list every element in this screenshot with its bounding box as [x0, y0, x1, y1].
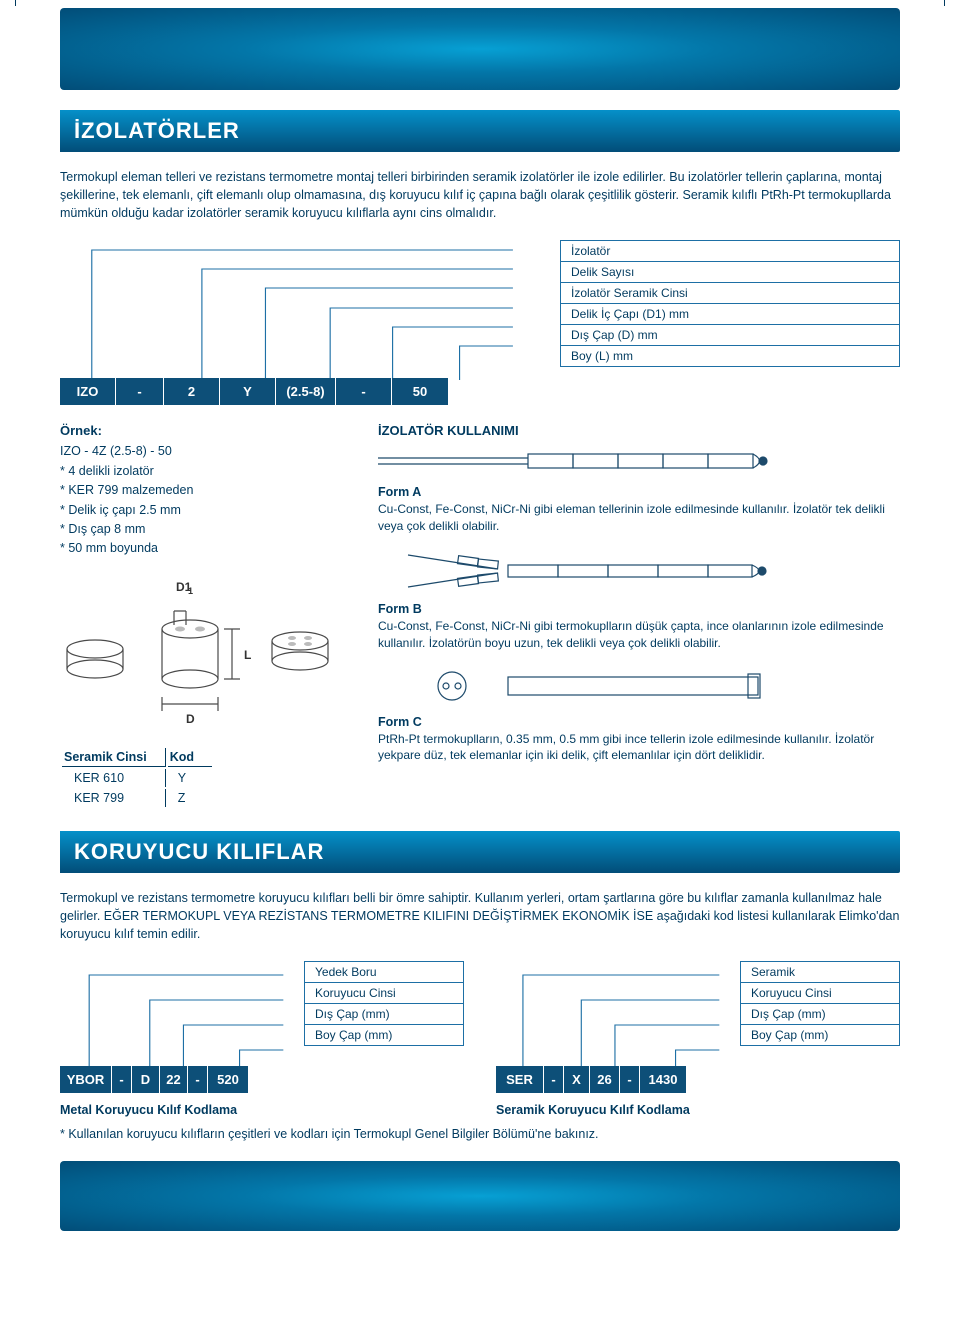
code-cell: -: [336, 378, 392, 405]
code-cell: -: [116, 378, 164, 405]
form-c-svg: [378, 668, 778, 704]
code-cell: -: [188, 1066, 208, 1093]
form-c-desc: PtRh-Pt termokuplların, 0.35 mm, 0.5 mm …: [378, 731, 900, 765]
form-a-svg: [378, 448, 778, 474]
legend-row: Koruyucu Cinsi: [305, 983, 463, 1004]
table-row: KER 610Y: [62, 769, 212, 787]
seramik-col-kod: Kod: [168, 748, 212, 767]
seramik-col-cinsi: Seramik Cinsi: [62, 748, 166, 767]
form-b-svg: [378, 551, 778, 591]
code-cell: X: [564, 1066, 590, 1093]
bottom-banner: [60, 1161, 900, 1231]
top-banner: [60, 8, 900, 90]
legend-row: Boy Çap (mm): [305, 1025, 463, 1045]
svg-text:L: L: [244, 648, 251, 662]
form-b-title: Form B: [378, 602, 900, 616]
ornek-line: * 50 mm boyunda: [60, 539, 350, 558]
code-cell: -: [620, 1066, 640, 1093]
koruyucu-intro: Termokupl ve rezistans termometre koruyu…: [60, 889, 900, 943]
seramik-legend-table: SeramikKoruyucu CinsiDış Çap (mm)Boy Çap…: [740, 961, 900, 1046]
table-cell: KER 799: [62, 789, 166, 807]
code-cell: IZO: [60, 378, 116, 405]
footnote: * Kullanılan koruyucu kılıfların çeşitle…: [60, 1127, 900, 1141]
izolatorler-intro: Termokupl eleman telleri ve rezistans te…: [60, 168, 900, 222]
table-cell: KER 610: [62, 769, 166, 787]
table-cell: Z: [168, 789, 212, 807]
ornek-line: * KER 799 malzemeden: [60, 481, 350, 500]
ornek-line: * Delik iç çapı 2.5 mm: [60, 501, 350, 520]
ornek-line: * Dış çap 8 mm: [60, 520, 350, 539]
ornek-line: * 4 delikli izolatör: [60, 462, 350, 481]
izo-legend-table: İzolatörDelik Sayısıİzolatör Seramik Cin…: [560, 240, 900, 367]
metal-code-structure: Yedek BoruKoruyucu CinsiDış Çap (mm)Boy …: [60, 961, 464, 1111]
section-header-izolatorler: İZOLATÖRLER: [60, 110, 900, 152]
form-c-title: Form C: [378, 715, 900, 729]
seramik-code-structure: SeramikKoruyucu CinsiDış Çap (mm)Boy Çap…: [496, 961, 900, 1111]
code-cell: 1430: [640, 1066, 686, 1093]
legend-row: Yedek Boru: [305, 962, 463, 983]
code-cell: 2: [164, 378, 220, 405]
code-cell: Y: [220, 378, 276, 405]
svg-text:D: D: [186, 712, 195, 726]
legend-row: Delik İç Çapı (D1) mm: [561, 304, 899, 325]
izo-code-row: IZO-2Y(2.5-8)-50: [60, 378, 448, 405]
metal-legend-table: Yedek BoruKoruyucu CinsiDış Çap (mm)Boy …: [304, 961, 464, 1046]
legend-row: İzolatör: [561, 241, 899, 262]
code-cell: 22: [160, 1066, 188, 1093]
code-cell: 26: [590, 1066, 620, 1093]
code-cell: -: [544, 1066, 564, 1093]
legend-row: Dış Çap (mm): [741, 1004, 899, 1025]
form-b-desc: Cu-Const, Fe-Const, NiCr-Ni gibi termoku…: [378, 618, 900, 652]
ornek-code: IZO - 4Z (2.5-8) - 50: [60, 442, 350, 461]
table-row: KER 799Z: [62, 789, 212, 807]
legend-row: Delik Sayısı: [561, 262, 899, 283]
seramik-subtitle: Seramik Koruyucu Kılıf Kodlama: [496, 1103, 690, 1117]
code-cell: D: [132, 1066, 160, 1093]
code-cell: -: [112, 1066, 132, 1093]
metal-subtitle: Metal Koruyucu Kılıf Kodlama: [60, 1103, 237, 1117]
legend-row: Dış Çap (D) mm: [561, 325, 899, 346]
legend-row: Boy (L) mm: [561, 346, 899, 366]
table-cell: Y: [168, 769, 212, 787]
form-a-desc: Cu-Const, Fe-Const, NiCr-Ni gibi eleman …: [378, 501, 900, 535]
legend-row: Dış Çap (mm): [305, 1004, 463, 1025]
legend-row: Koruyucu Cinsi: [741, 983, 899, 1004]
code-cell: YBOR: [60, 1066, 112, 1093]
metal-code-row: YBOR-D22-520: [60, 1066, 248, 1093]
legend-row: Boy Çap (mm): [741, 1025, 899, 1045]
code-cell: (2.5-8): [276, 378, 336, 405]
code-cell: 520: [208, 1066, 248, 1093]
code-cell: SER: [496, 1066, 544, 1093]
code-cell: 50: [392, 378, 448, 405]
section-header-koruyucu: KORUYUCU KILIFLAR: [60, 831, 900, 873]
seramik-code-row: SER-X26-1430: [496, 1066, 686, 1093]
form-a-title: Form A: [378, 485, 900, 499]
legend-row: İzolatör Seramik Cinsi: [561, 283, 899, 304]
seramik-cinsi-table: Seramik Cinsi Kod KER 610YKER 799Z: [60, 746, 214, 809]
ornek-title: Örnek:: [60, 423, 350, 438]
usage-title: İZOLATÖR KULLANIMI: [378, 423, 900, 438]
svg-text:1: 1: [188, 586, 193, 596]
izo-code-structure: İzolatörDelik Sayısıİzolatör Seramik Cin…: [60, 240, 900, 405]
cylinder-diagram-svg: D1 1 L D: [60, 571, 350, 731]
legend-row: Seramik: [741, 962, 899, 983]
